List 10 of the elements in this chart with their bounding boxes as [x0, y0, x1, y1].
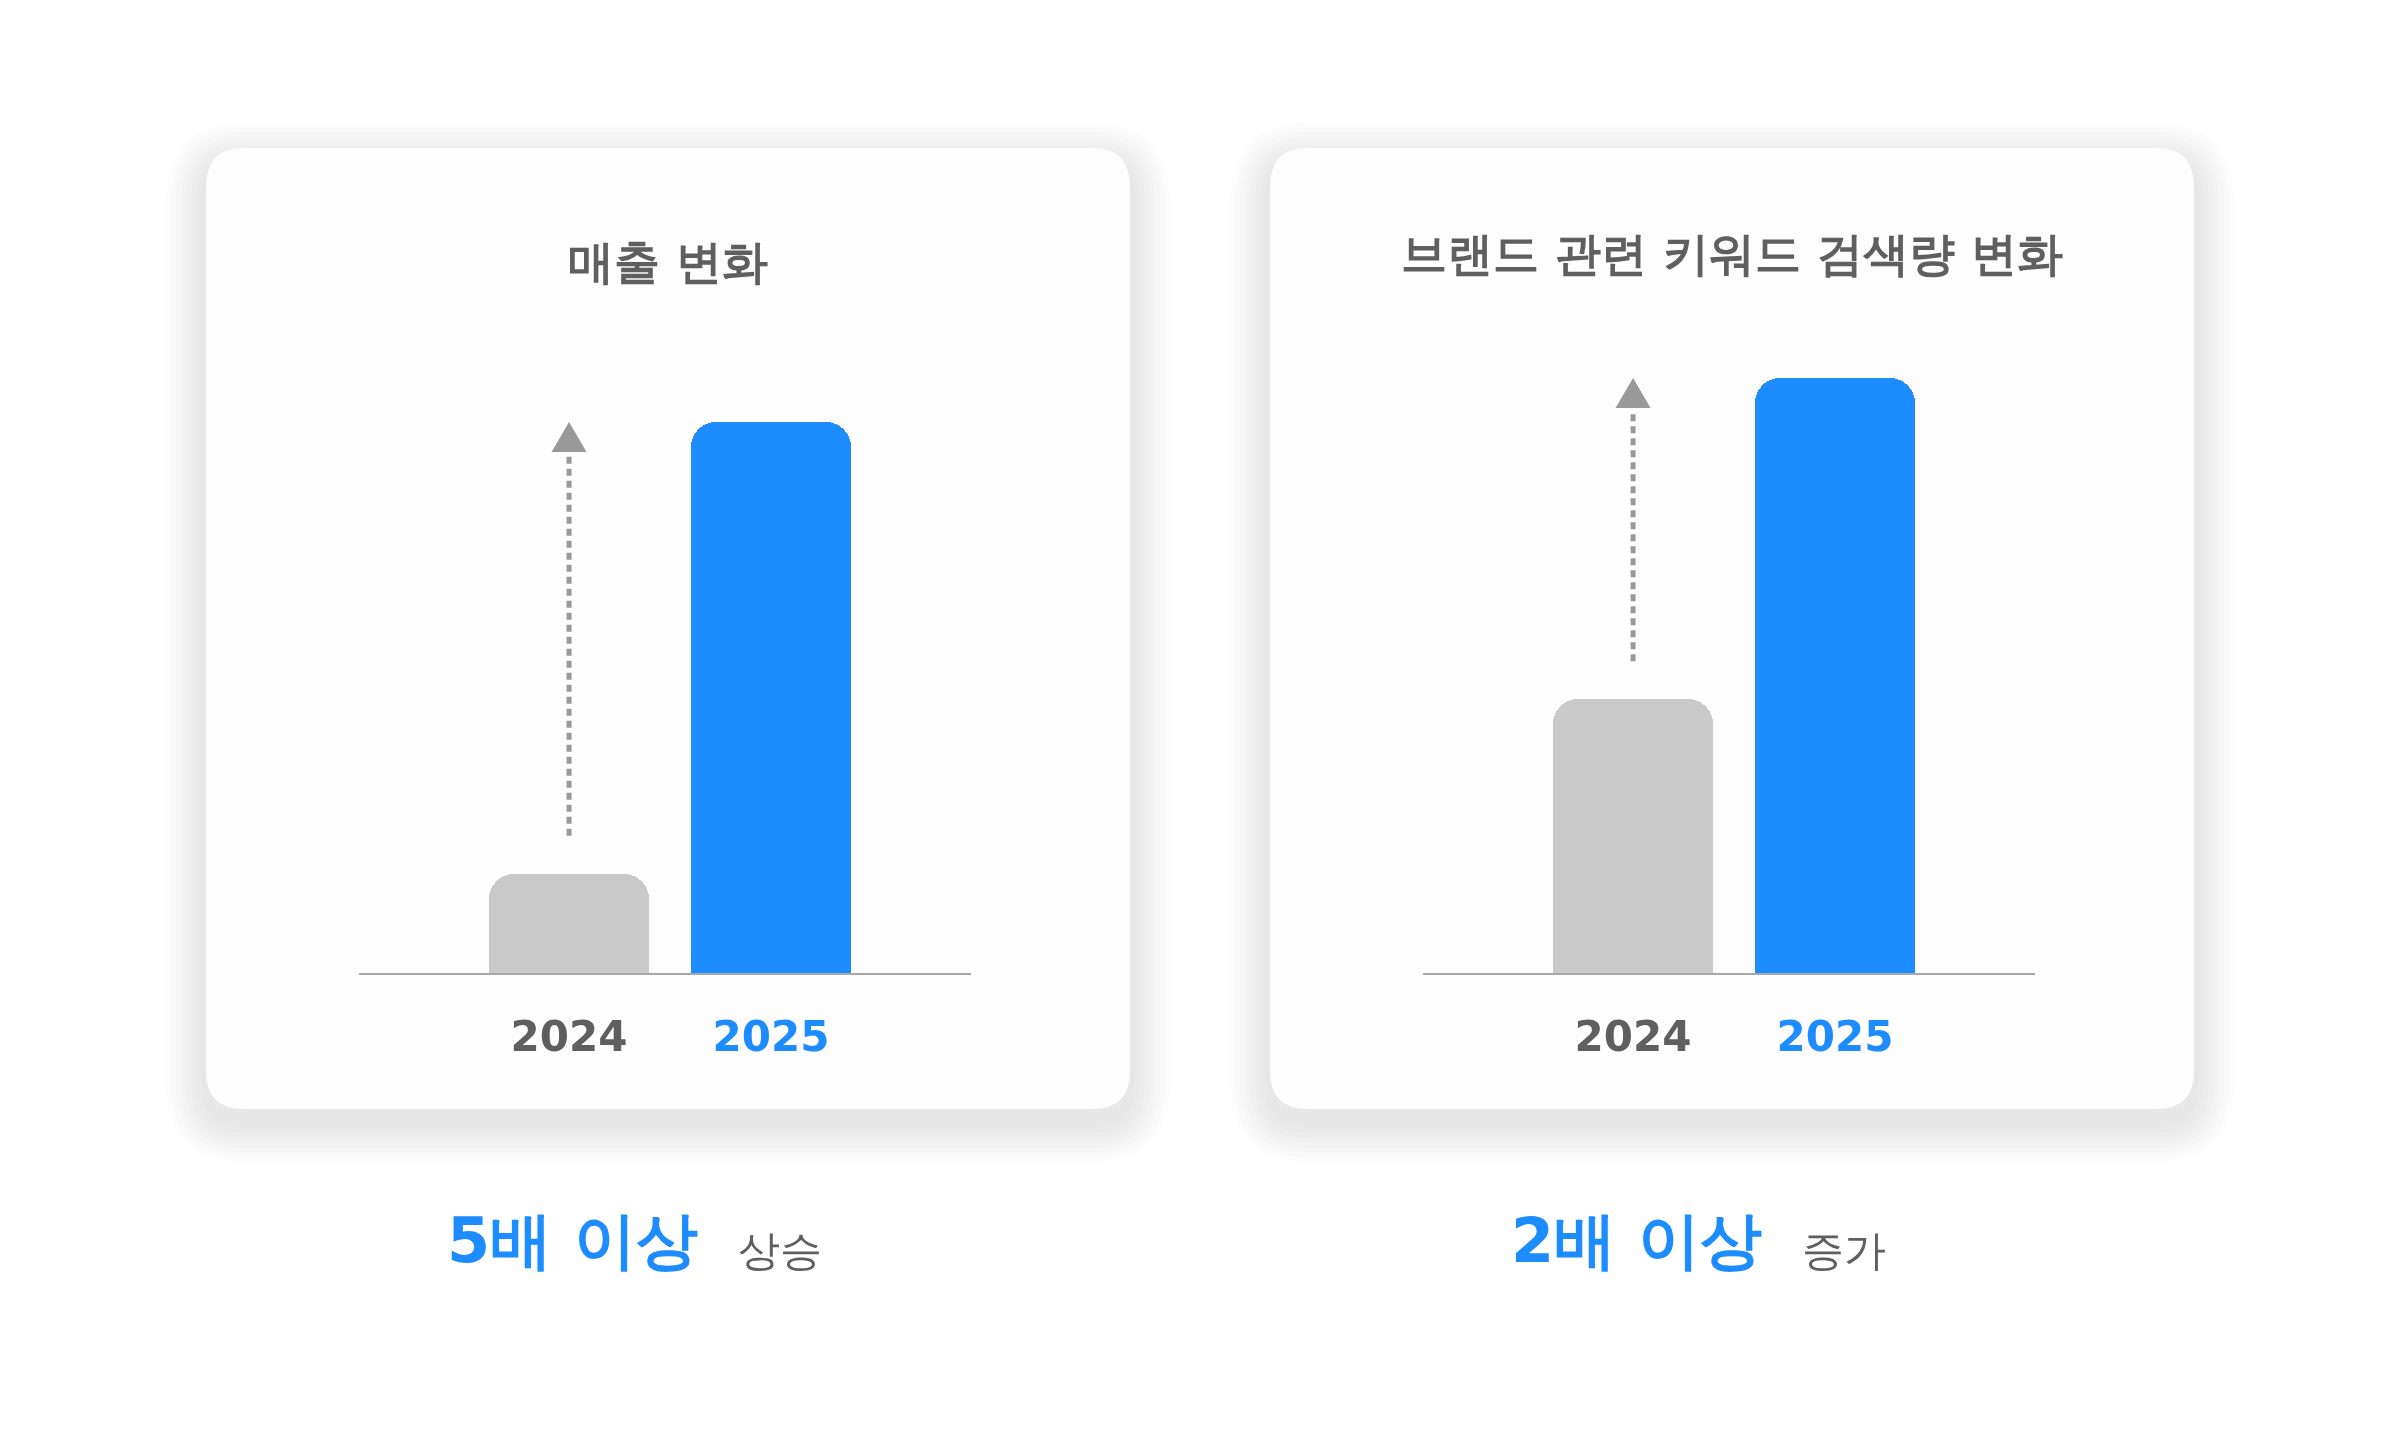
text: 상승 [738, 1226, 822, 1275]
chart-title: 매출 변화 [568, 235, 769, 289]
x-tick-label: 2024 [1574, 1012, 1692, 1062]
text: 5배 이상 [447, 1204, 698, 1277]
x-tick-label: 2025 [712, 1012, 830, 1062]
x-tick-label: 2024 [510, 1012, 628, 1062]
x-tick-label: 2025 [1776, 1012, 1894, 1062]
chart-title: 브랜드 관련 키워드 검색량 변화 [1401, 227, 2064, 281]
text: 2배 이상 [1511, 1204, 1762, 1277]
text: 증가 [1802, 1226, 1886, 1275]
